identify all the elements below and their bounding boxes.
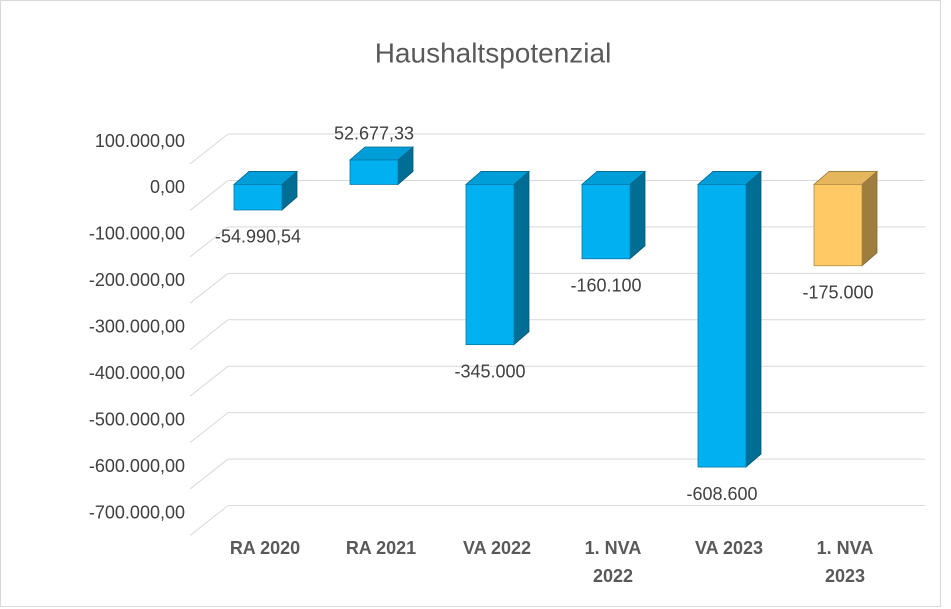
- data-label: -54.990,54: [215, 227, 301, 247]
- grid-line-side: [189, 505, 229, 536]
- bar: [349, 159, 399, 185]
- grid-line-side: [189, 365, 229, 397]
- grid-line-side: [189, 180, 229, 211]
- bar: [697, 184, 747, 468]
- chart-title: Haushaltspotenzial: [375, 37, 612, 68]
- bar-side: [629, 170, 646, 260]
- bar: [233, 184, 283, 211]
- grid-line-side: [189, 319, 229, 351]
- y-tick-label: -400.000,00: [89, 363, 185, 383]
- y-tick-label: 100.000,00: [95, 131, 185, 151]
- bar-side: [745, 170, 762, 468]
- x-tick-label: VA 2023: [694, 538, 764, 558]
- bar: [813, 184, 863, 267]
- grid-line-side: [189, 458, 229, 490]
- data-label: -160.100: [570, 276, 641, 296]
- grid-line-side: [189, 272, 229, 304]
- grid-line-side: [189, 133, 229, 165]
- data-label: -608.600: [686, 484, 757, 504]
- data-label: -345.000: [454, 361, 525, 381]
- bar: [465, 184, 515, 346]
- x-tick-label: 1. NVA 2023: [816, 538, 874, 586]
- y-tick-label: -700.000,00: [89, 502, 185, 522]
- y-tick-label: 0,00: [150, 177, 185, 197]
- y-tick-label: -100.000,00: [89, 224, 185, 244]
- x-tick-label: RA 2021: [345, 538, 417, 558]
- data-label: 52.677,33: [334, 124, 414, 144]
- y-tick-label: -200.000,00: [89, 270, 185, 290]
- grid-line-side: [189, 412, 229, 444]
- grid-line-side: [189, 226, 229, 258]
- data-label: -175.000: [802, 282, 873, 302]
- bar: [581, 184, 631, 260]
- bar-side: [513, 170, 530, 346]
- y-tick-label: -500.000,00: [89, 409, 185, 429]
- x-tick-label: VA 2022: [462, 538, 532, 558]
- x-tick-label: 1. NVA 2022: [584, 538, 642, 586]
- bar-side: [861, 170, 878, 267]
- y-tick-label: -300.000,00: [89, 317, 185, 337]
- y-tick-label: -600.000,00: [89, 456, 185, 476]
- x-tick-label: RA 2020: [229, 538, 301, 558]
